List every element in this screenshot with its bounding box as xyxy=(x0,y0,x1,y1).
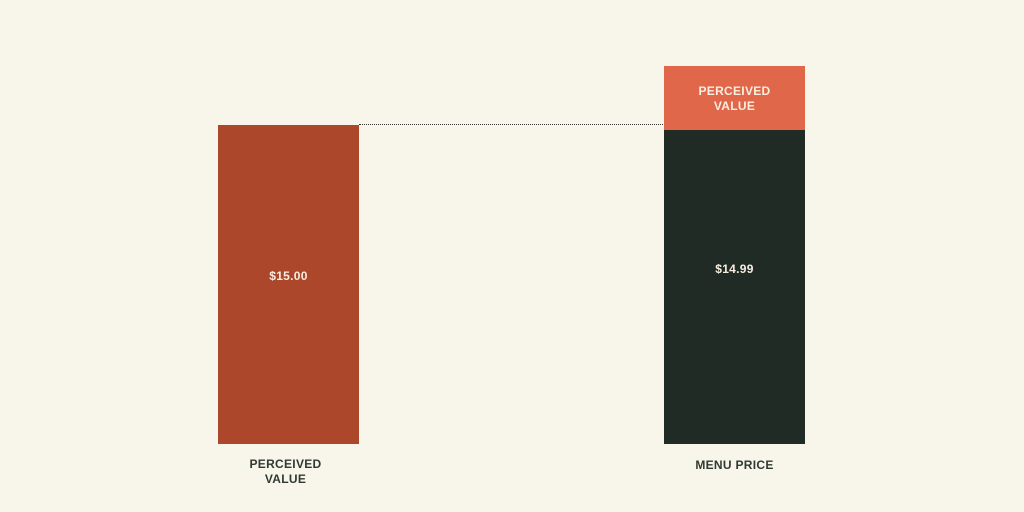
axis-label-perceived: PERCEIVED VALUE xyxy=(218,457,353,487)
menu-price-amount: $14.99 xyxy=(715,262,754,276)
axis-label-perceived-line1: PERCEIVED xyxy=(249,457,322,471)
bar-menu-price xyxy=(664,130,805,444)
bar-menu-price-top xyxy=(664,66,805,130)
bar-perceived-value xyxy=(218,125,359,444)
menu-top-label-line1: PERCEIVED xyxy=(698,84,771,98)
menu-top-label-line2: VALUE xyxy=(713,99,756,113)
axis-label-perceived-line2: VALUE xyxy=(264,472,307,486)
axis-label-menu: MENU PRICE xyxy=(695,458,774,472)
menu-top-label: PERCEIVED VALUE xyxy=(664,84,805,114)
reference-line xyxy=(359,124,805,125)
perceived-value-amount: $15.00 xyxy=(269,269,308,283)
